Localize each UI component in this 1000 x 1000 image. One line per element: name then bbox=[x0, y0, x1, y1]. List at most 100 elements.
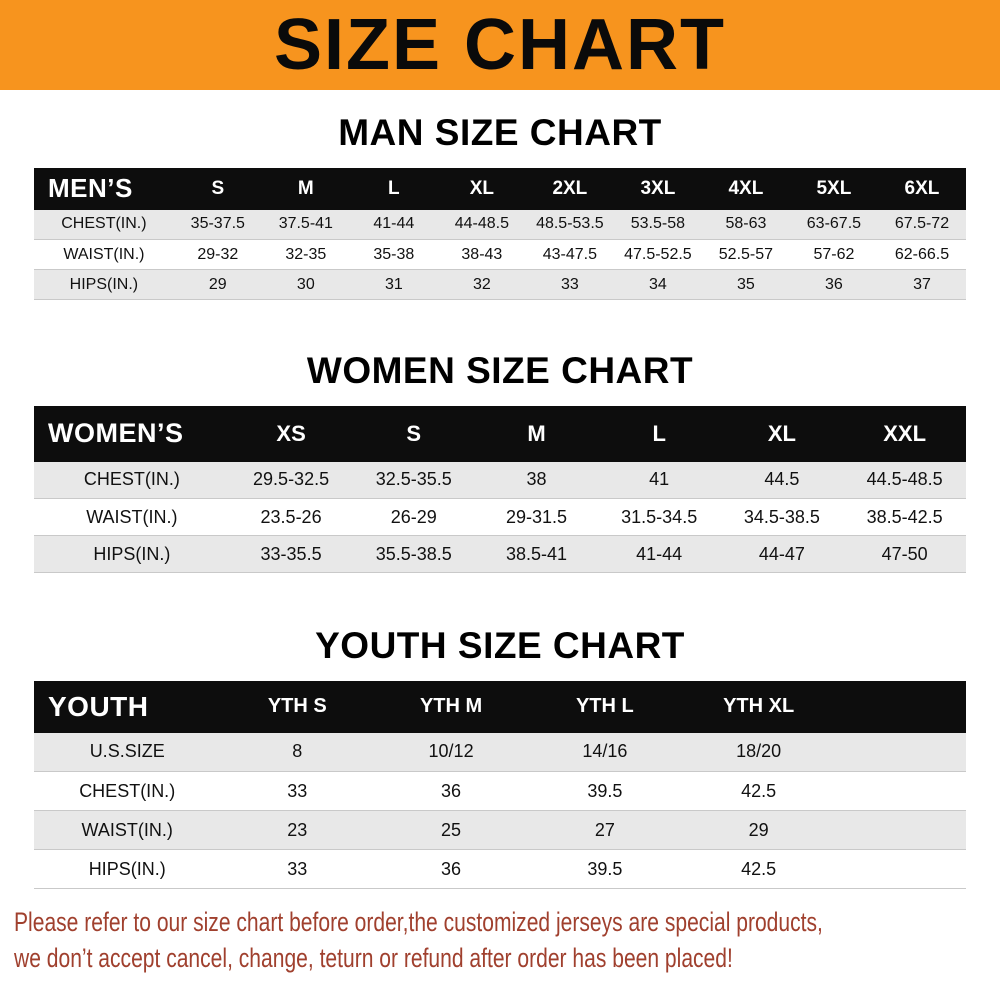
size-cell: 42.5 bbox=[681, 849, 836, 890]
size-cell: 39.5 bbox=[527, 849, 682, 890]
womens-size-table: WOMEN’S XS S M L XL XXL CHEST(IN.) 29.5-32.5 32.5… bbox=[34, 405, 966, 574]
size-cell: 29-32 bbox=[173, 239, 262, 271]
size-cell: 52.5-57 bbox=[701, 239, 790, 271]
size-cell: 29 bbox=[681, 810, 836, 851]
size-cell: 37 bbox=[877, 269, 966, 301]
table-row: WAIST(IN.) 29-32 32-35 35-38 38-43 43-47.5 47.… bbox=[34, 239, 966, 271]
row-label: WAIST(IN.) bbox=[34, 498, 230, 537]
size-cell: 27 bbox=[527, 810, 682, 851]
man-size-chart-heading: MAN SIZE CHART bbox=[338, 112, 662, 153]
size-cell: 18/20 bbox=[681, 732, 836, 773]
women-size-section: WOMEN SIZE CHART WOMEN’S XS S M L XL XXL CHEST(… bbox=[0, 350, 1000, 574]
size-cell: 43-47.5 bbox=[525, 239, 614, 271]
row-spacer bbox=[835, 771, 966, 812]
row-label: WAIST(IN.) bbox=[34, 810, 221, 851]
row-spacer bbox=[835, 732, 966, 773]
size-cell: 31.5-34.5 bbox=[597, 498, 721, 537]
column-header: YTH S bbox=[220, 680, 375, 733]
table-row: CHEST(IN.) 35-37.5 37.5-41 41-44 44-48.5 48.5… bbox=[34, 209, 966, 241]
size-cell: 44-48.5 bbox=[437, 209, 526, 241]
size-cell: 44.5-48.5 bbox=[843, 461, 966, 500]
size-cell: 35.5-38.5 bbox=[352, 535, 476, 574]
table-corner-label: YOUTH bbox=[34, 680, 221, 733]
header-row: YOUTH YTH S YTH M YTH L YTH XL bbox=[34, 680, 966, 733]
table-corner-label: MEN’S bbox=[34, 167, 174, 210]
row-label: CHEST(IN.) bbox=[34, 771, 221, 812]
column-header: M bbox=[261, 167, 350, 210]
size-cell: 34 bbox=[613, 269, 702, 301]
size-cell: 25 bbox=[374, 810, 528, 851]
column-header: S bbox=[173, 167, 262, 210]
size-cell: 42.5 bbox=[681, 771, 836, 812]
column-header: XL bbox=[437, 167, 526, 210]
size-cell: 47-50 bbox=[843, 535, 966, 574]
size-cell: 38-43 bbox=[437, 239, 526, 271]
size-cell: 32 bbox=[437, 269, 526, 301]
size-cell: 29.5-32.5 bbox=[229, 461, 353, 500]
size-cell: 38.5-41 bbox=[475, 535, 598, 574]
women-size-chart-heading: WOMEN SIZE CHART bbox=[306, 350, 694, 392]
size-cell: 57-62 bbox=[789, 239, 878, 271]
size-cell: 23.5-26 bbox=[229, 498, 353, 537]
table-row: U.S.SIZE 8 10/12 14/16 18/20 bbox=[34, 732, 966, 773]
size-cell: 36 bbox=[374, 849, 528, 890]
size-cell: 10/12 bbox=[374, 732, 528, 773]
size-cell: 44-47 bbox=[720, 535, 844, 574]
youth-size-table: YOUTH YTH S YTH M YTH L YTH XL U.S.SIZE 8 10/12… bbox=[34, 680, 966, 890]
row-label: HIPS(IN.) bbox=[34, 269, 174, 301]
size-cell: 29 bbox=[173, 269, 262, 301]
footer-note-line-1: Please refer to our size chart before or… bbox=[14, 907, 823, 938]
column-header: 4XL bbox=[701, 167, 790, 210]
size-cell: 35 bbox=[701, 269, 790, 301]
header-row: MEN’S S M L XL 2XL 3XL 4XL 5XL 6XL bbox=[34, 167, 966, 210]
column-header: 2XL bbox=[525, 167, 614, 210]
size-cell: 30 bbox=[261, 269, 350, 301]
size-cell: 38.5-42.5 bbox=[843, 498, 966, 537]
mens-table-container: MEN’S S M L XL 2XL 3XL 4XL 5XL 6XL CHEST(IN.) 35-37… bbox=[34, 167, 966, 301]
size-cell: 41-44 bbox=[349, 209, 438, 241]
size-cell: 47.5-52.5 bbox=[613, 239, 702, 271]
row-spacer bbox=[835, 849, 966, 890]
column-header: S bbox=[352, 405, 476, 462]
size-cell: 35-37.5 bbox=[173, 209, 262, 241]
size-cell: 44.5 bbox=[720, 461, 844, 500]
size-cell: 26-29 bbox=[352, 498, 476, 537]
size-cell: 38 bbox=[475, 461, 598, 500]
youth-size-chart-heading: YOUTH SIZE CHART bbox=[315, 625, 685, 667]
footer-note-line-2: we don’t accept cancel, change, teturn o… bbox=[14, 943, 733, 974]
row-label: HIPS(IN.) bbox=[34, 849, 221, 890]
size-cell: 31 bbox=[349, 269, 438, 301]
size-cell: 58-63 bbox=[701, 209, 790, 241]
size-cell: 14/16 bbox=[527, 732, 682, 773]
size-cell: 53.5-58 bbox=[613, 209, 702, 241]
row-label: CHEST(IN.) bbox=[34, 461, 230, 500]
banner-title: SIZE CHART bbox=[274, 5, 726, 85]
column-header: YTH XL bbox=[681, 680, 836, 733]
size-cell: 36 bbox=[374, 771, 528, 812]
column-header: XL bbox=[720, 405, 844, 462]
column-header: XS bbox=[229, 405, 353, 462]
footer-note: Please refer to our size chart before or… bbox=[14, 905, 1000, 977]
size-cell: 41-44 bbox=[597, 535, 721, 574]
size-cell: 62-66.5 bbox=[877, 239, 966, 271]
column-header: M bbox=[475, 405, 598, 462]
column-header: 5XL bbox=[789, 167, 878, 210]
row-label: CHEST(IN.) bbox=[34, 209, 174, 241]
table-corner-label: WOMEN’S bbox=[34, 405, 230, 462]
column-header: L bbox=[349, 167, 438, 210]
column-header: 6XL bbox=[877, 167, 966, 210]
table-row: WAIST(IN.) 23 25 27 29 bbox=[34, 810, 966, 851]
table-row: HIPS(IN.) 33-35.5 35.5-38.5 38.5-41 41-44 44-… bbox=[34, 535, 966, 574]
row-label: HIPS(IN.) bbox=[34, 535, 230, 574]
size-cell: 8 bbox=[220, 732, 375, 773]
youth-table-container: YOUTH YTH S YTH M YTH L YTH XL U.S.SIZE 8 10/12… bbox=[34, 680, 966, 890]
size-cell: 37.5-41 bbox=[261, 209, 350, 241]
size-cell: 39.5 bbox=[527, 771, 682, 812]
size-cell: 63-67.5 bbox=[789, 209, 878, 241]
row-label: U.S.SIZE bbox=[34, 732, 221, 773]
table-row: WAIST(IN.) 23.5-26 26-29 29-31.5 31.5-34.5 34… bbox=[34, 498, 966, 537]
womens-table-container: WOMEN’S XS S M L XL XXL CHEST(IN.) 29.5-32.5 32.5… bbox=[34, 405, 966, 574]
size-cell: 29-31.5 bbox=[475, 498, 598, 537]
size-cell: 41 bbox=[597, 461, 721, 500]
